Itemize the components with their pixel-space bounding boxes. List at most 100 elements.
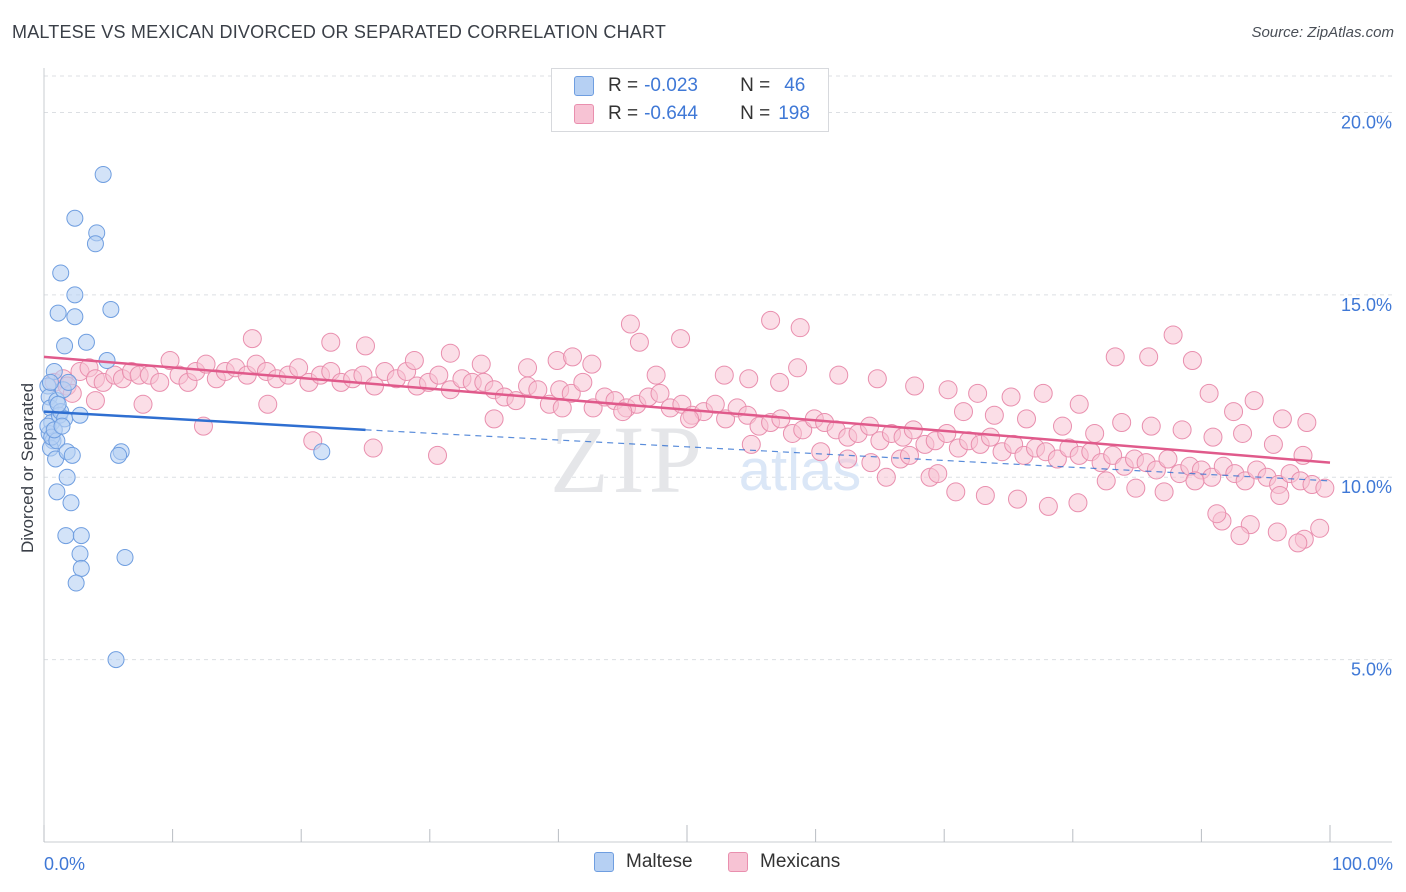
data-point-maltese	[72, 527, 90, 545]
data-point-mexican	[429, 365, 449, 385]
data-point-maltese	[49, 395, 67, 413]
data-point-mexican	[1163, 325, 1183, 345]
data-point-maltese	[49, 304, 67, 322]
data-point-maltese	[58, 468, 76, 486]
legend-n-label: N =	[740, 75, 771, 96]
data-point-mexican	[838, 449, 858, 469]
data-point-mexican	[1230, 526, 1250, 546]
data-point-maltese	[66, 308, 84, 326]
data-point-mexican	[714, 365, 734, 385]
data-point-mexican	[1008, 489, 1028, 509]
data-point-mexican	[1126, 478, 1146, 498]
data-point-mexican	[1310, 518, 1330, 538]
trend-lines	[43, 355, 1331, 482]
data-point-mexican	[440, 343, 460, 363]
data-point-maltese	[53, 417, 71, 435]
series-maltese	[39, 165, 331, 669]
data-point-maltese	[313, 443, 331, 461]
data-point-mexican	[365, 376, 385, 396]
trend-line-maltese	[43, 410, 366, 432]
data-point-maltese	[67, 574, 85, 592]
y-tick-label: 5.0%	[1351, 660, 1392, 680]
data-point-mexican	[937, 423, 957, 443]
data-point-mexican	[629, 332, 649, 352]
legend-n-value-mexicans: 198	[778, 103, 810, 124]
y-tick-label: 10.0%	[1341, 477, 1392, 497]
data-point-mexican	[561, 383, 581, 403]
data-point-mexican	[861, 453, 881, 473]
data-point-mexican	[1047, 449, 1067, 469]
data-point-maltese	[41, 373, 59, 391]
data-point-mexican	[1033, 383, 1053, 403]
data-point-mexican	[928, 464, 948, 484]
data-point-mexican	[85, 391, 105, 411]
data-point-mexican	[613, 402, 633, 422]
data-point-maltese	[94, 165, 112, 183]
data-point-mexican	[1158, 449, 1178, 469]
data-point-mexican	[811, 442, 831, 462]
data-point-mexican	[876, 467, 896, 487]
data-point-mexican	[946, 482, 966, 502]
data-point-maltese	[66, 286, 84, 304]
data-point-mexican	[975, 485, 995, 505]
data-point-maltese	[57, 527, 75, 545]
data-point-mexican	[968, 383, 988, 403]
data-point-mexican	[1069, 394, 1089, 414]
data-point-maltese	[71, 545, 89, 563]
data-point-mexican	[1096, 471, 1116, 491]
data-point-maltese	[102, 300, 120, 318]
watermark-zip: ZIP	[550, 406, 706, 513]
legend-n-value-maltese: 46	[784, 75, 806, 96]
legend-r-value-maltese: -0.023	[644, 75, 698, 96]
axes	[43, 68, 1392, 843]
data-point-maltese	[116, 548, 134, 566]
data-point-mexican	[1103, 445, 1123, 465]
data-point-mexican	[905, 376, 925, 396]
data-point-mexican	[1085, 423, 1105, 443]
data-point-mexican	[484, 409, 504, 429]
data-point-mexican	[741, 434, 761, 454]
legend-row-mexicans: R = -0.644 N = 198	[574, 103, 810, 125]
data-point-maltese	[72, 559, 90, 577]
data-point-mexican	[1185, 471, 1205, 491]
data-point-mexican	[646, 365, 666, 385]
data-point-mexican	[620, 314, 640, 334]
x-tick-label: 0.0%	[44, 854, 85, 874]
data-point-mexican	[867, 369, 887, 389]
data-point-mexican	[953, 402, 973, 422]
y-tick-label: 20.0%	[1341, 112, 1392, 132]
data-point-mexican	[1267, 522, 1287, 542]
data-point-maltese	[59, 373, 77, 391]
trend-line-mexicans	[43, 355, 1331, 464]
data-point-mexican	[428, 445, 448, 465]
data-point-mexican	[770, 372, 790, 392]
data-point-mexican	[552, 398, 572, 418]
data-point-mexican	[242, 329, 262, 349]
data-point-mexican	[788, 358, 808, 378]
bottom-legend: Maltese Mexicans	[0, 851, 1406, 877]
bottom-legend-maltese: Maltese	[594, 851, 693, 873]
data-point-maltese	[110, 446, 128, 464]
legend-r-value-mexicans: -0.644	[644, 103, 698, 124]
source-label: Source: ZipAtlas.com	[1251, 24, 1394, 41]
data-point-mexican	[1001, 387, 1021, 407]
data-point-mexican	[471, 354, 491, 374]
data-point-mexican	[133, 394, 153, 414]
data-point-mexican	[938, 380, 958, 400]
data-point-mexican	[790, 318, 810, 338]
data-point-mexican	[671, 329, 691, 349]
legend-r-label: R =	[608, 75, 639, 96]
data-point-mexican	[1263, 434, 1283, 454]
data-point-mexican	[1182, 351, 1202, 371]
data-point-mexican	[1038, 496, 1058, 516]
data-point-maltese	[77, 333, 95, 351]
tick-labels: 5.0% 10.0% 15.0% 20.0% 0.0% 100.0%	[44, 112, 1393, 874]
data-point-mexican	[1112, 413, 1132, 433]
data-point-mexican	[1272, 409, 1292, 429]
data-point-mexican	[1203, 427, 1223, 447]
data-point-mexican	[1053, 416, 1073, 436]
data-point-mexican	[356, 336, 375, 356]
data-point-mexican	[1270, 485, 1290, 505]
data-point-mexican	[899, 445, 919, 465]
